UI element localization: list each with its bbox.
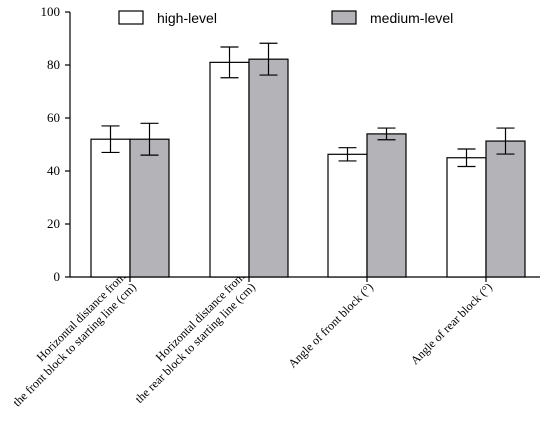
chart-bars	[90, 42, 526, 278]
x-category-label: Angle of rear block (°)	[408, 280, 495, 367]
bar-high-level	[327, 153, 368, 278]
chart-legend: high-level medium-level	[118, 10, 453, 26]
bar-medium-level	[485, 140, 526, 278]
x-category-label: Angle of front block (°)	[285, 280, 376, 371]
x-category-label-line: the rear block to starting line (cm)	[132, 280, 258, 406]
bar-high-level	[90, 138, 131, 278]
x-category-label-line: Angle of rear block (°)	[408, 280, 495, 367]
x-category-label-line: the front block to starting line (cm)	[10, 280, 139, 409]
bar-high-level	[446, 157, 487, 278]
x-category-label-line: Angle of front block (°)	[285, 280, 376, 371]
bar-medium-level	[248, 58, 289, 278]
y-tick-label: 0	[54, 269, 61, 284]
y-tick-label: 80	[47, 57, 60, 72]
y-tick-label: 60	[47, 110, 60, 125]
legend-swatch-medium-level	[331, 10, 357, 25]
x-category-label-line: Horizontal distance from	[153, 269, 248, 364]
legend-label: high-level	[157, 10, 217, 26]
y-tick-label: 40	[47, 163, 60, 178]
y-tick-label: 100	[41, 4, 61, 19]
bar-medium-level	[366, 133, 407, 278]
legend-swatch-high-level	[118, 10, 144, 25]
bar-medium-level	[129, 138, 170, 278]
bar-high-level	[209, 61, 250, 278]
y-tick-label: 20	[47, 216, 60, 231]
legend-label: medium-level	[370, 10, 453, 26]
x-category-label-line: Horizontal distance from	[34, 269, 129, 364]
